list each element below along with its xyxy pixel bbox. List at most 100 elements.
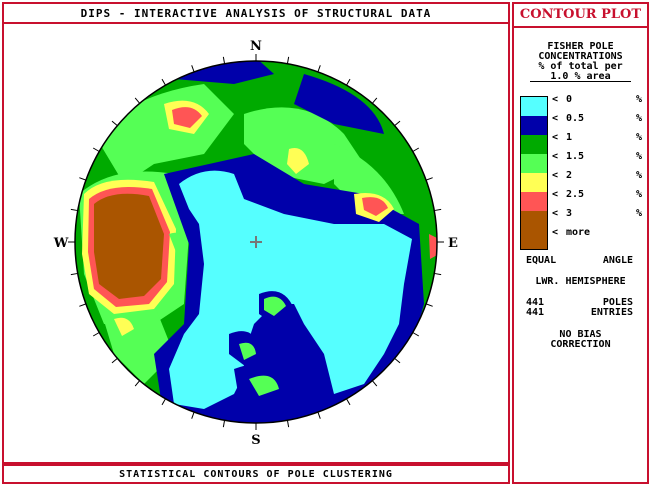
azimuth-tick xyxy=(222,420,226,428)
legend-pct: % xyxy=(635,208,642,219)
azimuth-tick xyxy=(191,65,195,73)
side-panel: CONTOUR PLOT FISHER POLE CONCENTRATIONS … xyxy=(512,2,649,484)
projection-type: EQUAL xyxy=(526,255,557,266)
legend-row: < 2 % xyxy=(552,170,644,184)
poles-count: 441 xyxy=(526,297,545,308)
azimuth-tick xyxy=(161,78,166,86)
azimuth-tick xyxy=(134,97,141,104)
legend-pct: % xyxy=(635,132,642,143)
legend-row: < 0 % xyxy=(552,94,644,108)
legend-value: 2 xyxy=(566,170,573,181)
contour-fill xyxy=(75,61,437,423)
azimuth-tick xyxy=(92,332,100,337)
legend-pct: % xyxy=(635,170,642,181)
legend-value: 0 xyxy=(566,94,573,105)
legend-swatch xyxy=(521,135,547,154)
legend-row: < 0.5 % xyxy=(552,113,644,127)
legend-lt: < xyxy=(552,208,559,219)
hemisphere-info: LWR. HEMISPHERE xyxy=(535,276,626,287)
title-bar: DIPS - INTERACTIVE ANALYSIS OF STRUCTURA… xyxy=(2,2,510,24)
azimuth-tick xyxy=(111,120,118,127)
east-label: E xyxy=(448,236,458,251)
legend-value: 1.5 xyxy=(566,151,585,162)
legend-pct: % xyxy=(635,189,642,200)
azimuth-tick xyxy=(317,65,321,73)
azimuth-tick xyxy=(317,411,321,419)
plot-caption: STATISTICAL CONTOURS OF POLE CLUSTERING xyxy=(119,469,393,480)
azimuth-tick xyxy=(371,97,378,104)
legend-swatch xyxy=(521,154,547,173)
azimuth-tick xyxy=(434,272,442,276)
legend-pct: % xyxy=(635,151,642,162)
north-label: N xyxy=(250,39,262,54)
azimuth-tick xyxy=(70,208,78,212)
side-panel-header: CONTOUR PLOT xyxy=(514,4,647,28)
legend-row: < 2.5 % xyxy=(552,189,644,203)
status-bar: STATISTICAL CONTOURS OF POLE CLUSTERING xyxy=(2,464,510,484)
entries-count: 441 xyxy=(526,307,545,318)
azimuth-tick xyxy=(79,303,87,307)
azimuth-tick xyxy=(222,56,226,64)
legend-row: < 1 % xyxy=(552,132,644,146)
legend-swatch xyxy=(521,97,547,116)
legend-heading-2: CONCENTRATIONS xyxy=(538,51,623,62)
legend-value: 2.5 xyxy=(566,189,585,200)
legend-swatch xyxy=(521,116,547,135)
azimuth-tick xyxy=(191,411,195,419)
azimuth-tick xyxy=(425,177,433,181)
azimuth-tick xyxy=(79,177,87,181)
contour-plot-title: CONTOUR PLOT xyxy=(519,7,642,22)
legend-swatches xyxy=(520,96,548,250)
legend-swatch xyxy=(521,230,547,249)
azimuth-tick xyxy=(286,420,290,428)
west-label: W xyxy=(53,236,69,251)
azimuth-tick xyxy=(346,398,351,406)
bias-line-2: CORRECTION xyxy=(550,339,611,350)
legend-swatch xyxy=(521,192,547,211)
azimuth-tick xyxy=(134,380,141,387)
legend-heading-4: 1.0 % area xyxy=(550,71,611,82)
azimuth-tick xyxy=(394,120,401,127)
legend-lt: < xyxy=(552,189,559,200)
azimuth-tick xyxy=(92,147,100,152)
azimuth-tick xyxy=(434,208,442,212)
projection-kind: ANGLE xyxy=(602,255,633,266)
legend-value: 1 xyxy=(566,132,573,143)
center-cross xyxy=(250,236,262,248)
legend-lt: < xyxy=(552,113,559,124)
legend-divider xyxy=(530,81,631,82)
azimuth-tick xyxy=(161,398,166,406)
legend-lt: < xyxy=(552,170,559,181)
legend-heading-3: % of total per xyxy=(538,61,623,72)
azimuth-tick xyxy=(394,357,401,364)
stereonet[interactable]: N S E W xyxy=(4,24,508,460)
entries-label: ENTRIES xyxy=(590,307,633,318)
legend-swatch xyxy=(521,173,547,192)
legend-heading-1: FISHER POLE xyxy=(547,41,614,52)
poles-label: POLES xyxy=(602,297,633,308)
legend-row: < more xyxy=(552,227,644,241)
azimuth-tick xyxy=(412,332,420,337)
azimuth-tick xyxy=(412,147,420,152)
legend-pct: % xyxy=(635,94,642,105)
azimuth-tick xyxy=(425,303,433,307)
legend-lt: < xyxy=(552,227,559,238)
legend-value: more xyxy=(566,227,591,238)
azimuth-tick xyxy=(111,357,118,364)
legend-pct: % xyxy=(635,113,642,124)
app-title: DIPS - INTERACTIVE ANALYSIS OF STRUCTURA… xyxy=(80,7,432,20)
legend-swatch xyxy=(521,211,547,230)
azimuth-tick xyxy=(371,380,378,387)
azimuth-tick xyxy=(70,272,78,276)
legend-value: 3 xyxy=(566,208,573,219)
legend-lt: < xyxy=(552,132,559,143)
plot-area[interactable]: N S E W xyxy=(2,24,510,464)
legend-lt: < xyxy=(552,94,559,105)
legend-row: < 3 % xyxy=(552,208,644,222)
legend-value: 0.5 xyxy=(566,113,585,124)
azimuth-tick xyxy=(346,78,351,86)
south-label: S xyxy=(251,433,260,448)
azimuth-tick xyxy=(286,56,290,64)
legend-lt: < xyxy=(552,151,559,162)
azimuth-ticks xyxy=(68,54,444,430)
